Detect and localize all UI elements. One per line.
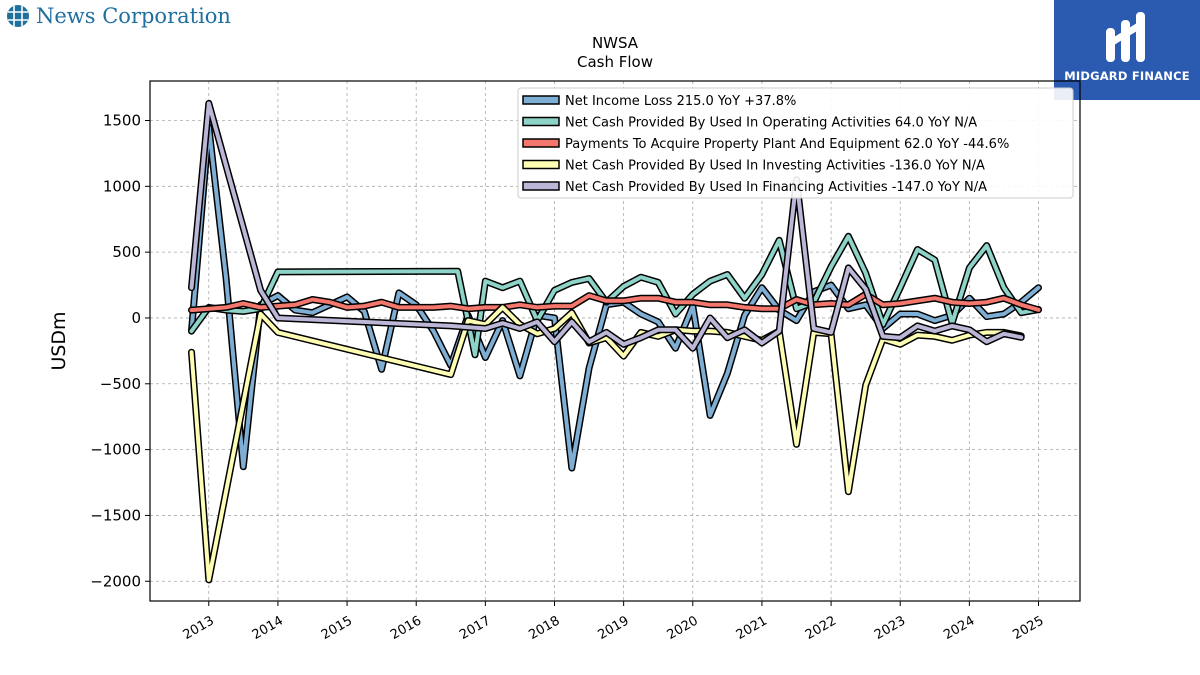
logo-mark-icon [1106, 12, 1145, 62]
series-lines [188, 99, 1042, 584]
globe-icon [7, 5, 29, 27]
series-line [189, 305, 1024, 582]
chart-subtitle: Cash Flow [577, 53, 653, 71]
y-tick-label: 0 [131, 309, 141, 327]
legend-box [517, 87, 1074, 199]
legend-swatch [522, 159, 560, 170]
legend-swatch [522, 116, 560, 127]
x-tick-label: 2015 [319, 613, 355, 643]
x-tick-label: 2017 [457, 613, 493, 643]
legend-entry: Payments To Acquire Property Plant And E… [565, 137, 1009, 152]
legend: Net Income Loss 215.0 YoY +37.8% Net Cash… [517, 87, 1074, 199]
legend-swatch [522, 95, 560, 105]
x-tick-label: 2018 [526, 613, 562, 643]
midgard-logo: MIDGARD FINANCE [1054, 0, 1200, 100]
brand-header: News Corporation [6, 4, 231, 28]
y-tick-label: −2000 [90, 572, 141, 590]
series-line-outline [188, 303, 1025, 584]
legend-swatch [522, 138, 560, 148]
chart-title: NWSA [592, 34, 639, 52]
x-tick-label: 2014 [250, 613, 286, 643]
series-line [189, 292, 1041, 313]
y-tick-label: −1500 [90, 506, 141, 524]
y-axis-label: USDm [48, 311, 70, 370]
x-tick-label: 2021 [734, 613, 770, 643]
brand-name: News Corporation [36, 4, 231, 28]
x-tick-label: 2016 [388, 613, 424, 643]
y-tick-label: −500 [100, 375, 141, 393]
y-tick-label: −1000 [90, 441, 141, 459]
plot-frame [149, 80, 1081, 602]
x-tick-label: 2023 [872, 613, 908, 643]
x-tick-label: 2022 [803, 613, 839, 643]
logo-text: MIDGARD FINANCE [1064, 69, 1190, 83]
legend-entry: Net Cash Provided By Used In Financing A… [565, 180, 987, 195]
legend-entry: Net Cash Provided By Used In Investing A… [565, 159, 985, 174]
legend-entry: Net Income Loss 215.0 YoY +37.8% [565, 94, 796, 109]
y-tick-label: 500 [112, 243, 141, 261]
legend-swatch [522, 181, 560, 191]
series-line [189, 101, 1024, 351]
y-tick-label: 1500 [103, 111, 141, 129]
x-tick-label: 2020 [665, 613, 701, 643]
x-tick-label: 2013 [181, 613, 217, 643]
x-tick-label: 2019 [595, 613, 631, 643]
legend-entry: Net Cash Provided By Used In Operating A… [565, 116, 977, 131]
y-tick-label: 1000 [103, 177, 141, 195]
x-tick-label: 2025 [1010, 613, 1046, 643]
x-tick-label: 2024 [941, 613, 977, 643]
